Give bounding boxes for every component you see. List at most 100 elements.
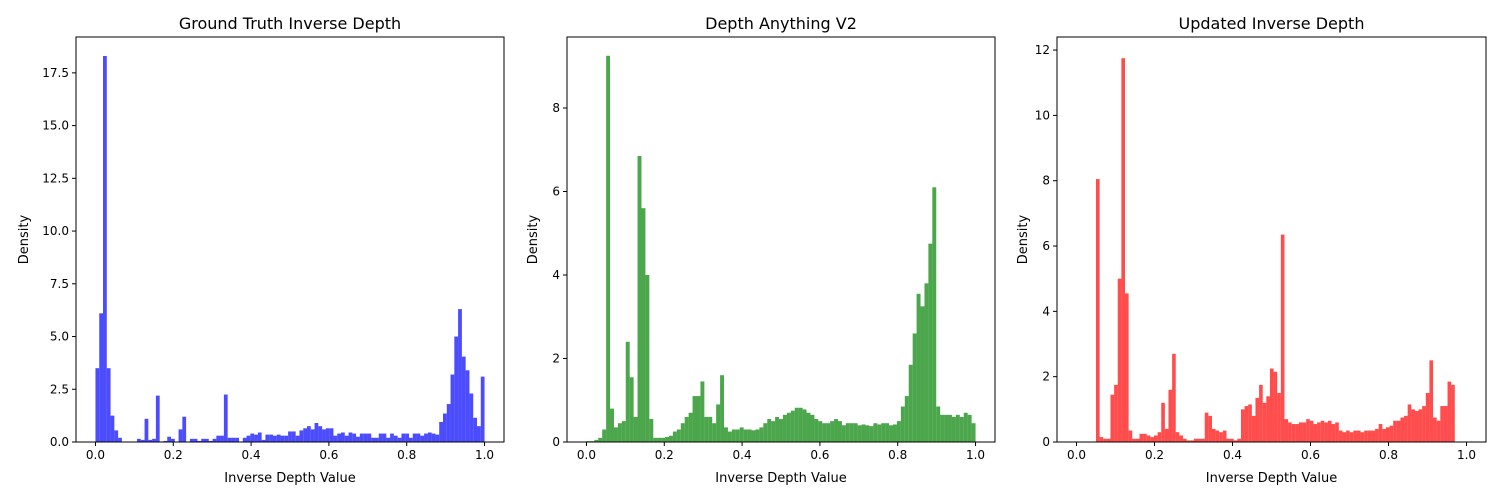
chart-panel-2: 0.0 0.2 0.4 0.6 0.8 1.0 0 2 4 6 8 Depth Anything V2…: [526, 14, 996, 486]
histogram-bar: [469, 393, 474, 442]
histogram-bar: [920, 306, 925, 442]
histogram-bar: [649, 419, 654, 442]
histogram-bar: [751, 430, 756, 442]
histogram-bar: [1114, 384, 1118, 442]
histogram-bar: [140, 439, 145, 442]
histogram-bar: [1396, 420, 1401, 442]
chart-panel-3: 0.0 0.2 0.4 0.6 0.8 1.0 0 2 4 6 8 10 12 Updated Inver…: [1016, 14, 1487, 486]
histogram-bar: [367, 433, 372, 442]
histogram-bar: [352, 433, 357, 442]
x-tick-label: 0.2: [164, 448, 183, 462]
histogram-bar: [148, 439, 153, 442]
x-tick-label: 0.8: [397, 448, 416, 462]
histogram-bar: [284, 435, 289, 442]
histogram-bar: [837, 421, 842, 442]
histogram-bar: [137, 438, 141, 442]
histogram-bar: [653, 437, 658, 442]
histogram-bar: [303, 428, 307, 442]
y-axis-label: Density: [526, 214, 541, 264]
chart-panel-1: 0.0 0.2 0.4 0.6 0.8 1.0 0.0 2.5 5.0 7.5 10.0 12.5 15…: [17, 14, 505, 486]
histogram-bar: [291, 431, 296, 442]
histogram-bar: [212, 438, 217, 442]
histogram-bar: [680, 423, 685, 442]
histogram-bar: [208, 440, 213, 442]
histogram-bar: [1240, 409, 1245, 442]
histogram-bar: [1153, 435, 1158, 442]
y-axis-label: Density: [1016, 214, 1031, 264]
histogram-bar: [1317, 422, 1321, 442]
histogram-bar: [397, 437, 402, 442]
histogram-bar: [790, 410, 795, 442]
histogram-bar: [629, 377, 634, 442]
y-tick-label: 2: [552, 351, 560, 365]
histogram-bar: [826, 423, 831, 442]
histogram-bar: [716, 404, 721, 442]
histogram-bar: [692, 396, 697, 442]
histogram-bar: [834, 419, 838, 442]
histogram-bar: [610, 408, 614, 442]
histogram-bar: [201, 438, 206, 442]
histogram-bar: [775, 416, 780, 442]
histogram-bar: [613, 427, 618, 442]
histogram-bar: [928, 243, 933, 442]
histogram-bar: [1342, 432, 1347, 442]
histogram-bar: [806, 412, 811, 442]
y-tick-label: 10.0: [42, 224, 69, 238]
histogram-bar: [602, 429, 607, 442]
histogram-bar: [598, 437, 603, 442]
histogram-bar: [408, 437, 413, 442]
histogram-bar: [1443, 406, 1448, 442]
histogram-bar: [594, 439, 599, 442]
histogram-bar: [1201, 438, 1205, 442]
x-tick-label: 1.0: [1457, 448, 1476, 462]
histogram-bar: [1208, 415, 1212, 442]
histogram-bar: [779, 419, 783, 442]
histogram-bar: [724, 427, 728, 442]
histogram-bar: [431, 433, 436, 442]
x-tick-label: 0.8: [888, 448, 907, 462]
histogram-bar: [849, 423, 854, 442]
histogram-bar: [1204, 412, 1209, 442]
histogram-bar: [1193, 438, 1198, 442]
histogram-bar: [363, 433, 368, 442]
histogram-bar: [1338, 430, 1343, 442]
histogram-bar: [1378, 424, 1383, 442]
x-axis-label: Inverse Depth Value: [715, 471, 846, 486]
histogram-bar: [1393, 420, 1397, 442]
histogram-bar: [1447, 381, 1452, 442]
histogram-bar: [798, 407, 803, 442]
histogram-bar: [1135, 438, 1140, 442]
histogram-bar: [152, 438, 156, 442]
histogram-bar: [767, 419, 772, 442]
histogram-bar: [114, 430, 119, 442]
histogram-bar: [1219, 432, 1223, 442]
histogram-bar: [786, 412, 791, 442]
histogram-bar: [1175, 432, 1180, 442]
histogram-bar: [637, 155, 642, 442]
histogram-bar: [382, 433, 387, 442]
histogram-bar: [420, 435, 425, 442]
histogram-bar: [235, 437, 240, 442]
y-axis-label: Density: [17, 214, 32, 264]
histogram-bar: [393, 435, 398, 442]
axes-frame: [75, 36, 505, 443]
histogram-bar: [276, 434, 281, 442]
histogram-bar: [1309, 420, 1314, 442]
histogram-bar: [450, 374, 455, 442]
histogram-bar: [106, 368, 111, 442]
histogram-bar: [606, 55, 611, 442]
y-tick-label: 0.0: [50, 435, 69, 449]
histogram-bar: [1298, 422, 1303, 442]
histogram-bar: [944, 414, 949, 442]
x-tick-label: 1.0: [475, 448, 494, 462]
histogram-bar: [893, 424, 897, 442]
x-tick-label: 0.6: [319, 448, 338, 462]
histogram-bar: [1324, 422, 1328, 442]
x-tick-label: 0.8: [1379, 448, 1398, 462]
histogram-bar: [665, 436, 669, 442]
histogram-bar: [155, 395, 160, 442]
histogram-bar: [1385, 427, 1390, 442]
histogram-bar: [1182, 438, 1187, 442]
histogram-bar: [940, 414, 945, 442]
histogram-bar: [1244, 406, 1249, 442]
